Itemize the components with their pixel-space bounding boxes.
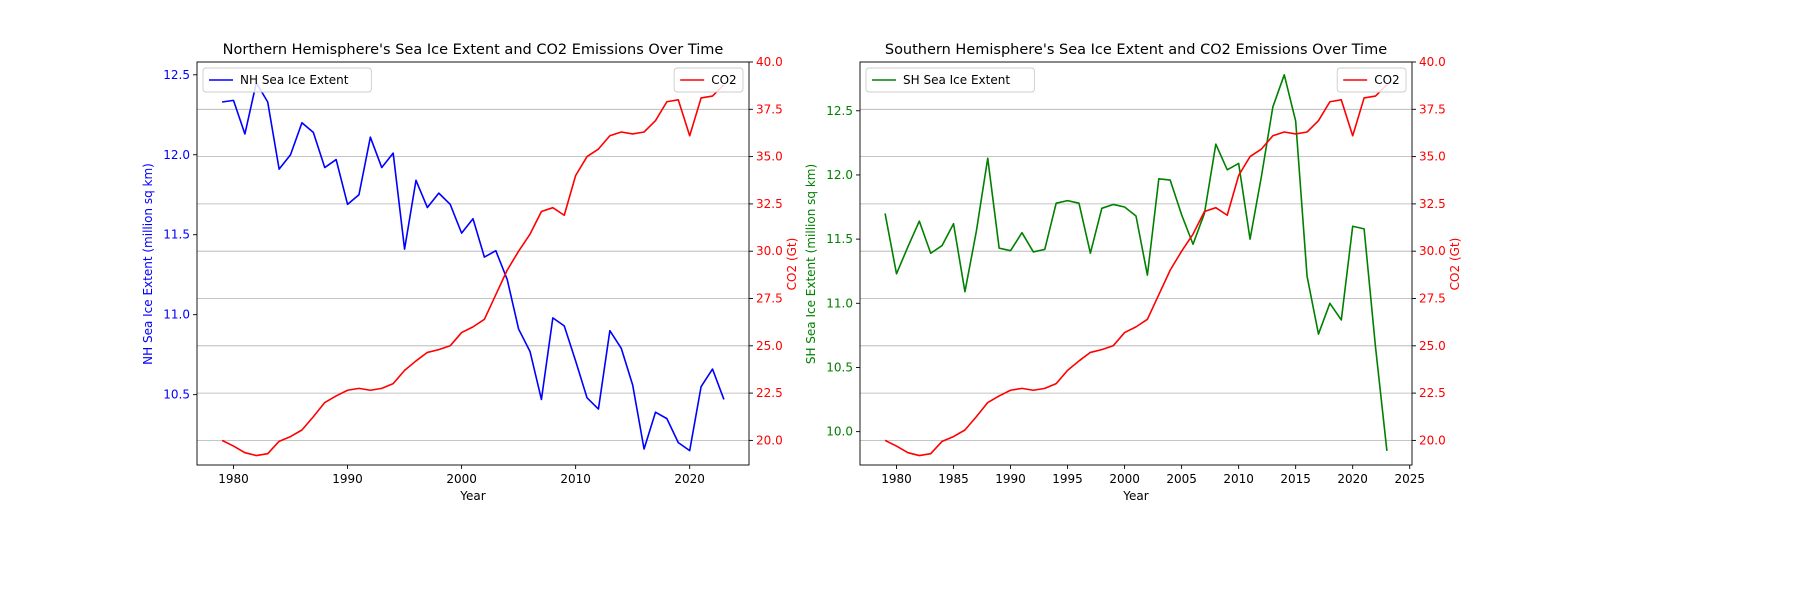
y-right-tick-label: 35.0: [1419, 150, 1446, 164]
series-line-sea-ice: [221, 81, 725, 452]
legend-box: [865, 67, 1035, 93]
y-right-tick-label: 27.5: [756, 292, 783, 306]
x-axis-label: Year: [459, 489, 485, 503]
y-right-tick-label: 25.0: [756, 339, 783, 353]
y-left-tick-label: 10.5: [163, 388, 190, 402]
y-right-axis-label: CO2 (Gt): [785, 238, 799, 291]
series-line-co2: [884, 84, 1388, 457]
y-right-tick-label: 37.5: [1419, 102, 1446, 116]
x-tick-label: 2020: [1337, 472, 1368, 486]
legend-left: SH Sea Ice Extent: [865, 67, 1035, 93]
y-left-tick-label: 11.5: [163, 228, 190, 242]
x-tick-label: 1980: [881, 472, 912, 486]
series-line-sea-ice: [884, 74, 1388, 451]
y-right-axis-label: CO2 (Gt): [1448, 238, 1462, 291]
legend-right: CO2: [1336, 67, 1407, 93]
y-right-tick-label: 20.0: [1419, 433, 1446, 447]
x-tick-label: 1995: [1052, 472, 1083, 486]
legend-box: [202, 67, 372, 93]
legend-box: [1336, 67, 1407, 93]
x-tick-label: 2020: [674, 472, 705, 486]
y-right-tick-label: 22.5: [1419, 386, 1446, 400]
x-tick-label: 2000: [1109, 472, 1140, 486]
y-right-tick-label: 37.5: [756, 102, 783, 116]
chart-panel-1: 1980 1990 2000 2010 2020 10.5 11.0 11.5 12.0 12.5…: [141, 42, 799, 503]
y-left-tick-label: 10.5: [826, 360, 853, 374]
y-left-tick-label: 11.5: [826, 232, 853, 246]
y-left-tick-label: 12.5: [163, 68, 190, 82]
y-right-tick-label: 32.5: [1419, 197, 1446, 211]
axes-frame: [196, 61, 750, 466]
y-left-axis-label: NH Sea Ice Extent (million sq km): [141, 163, 155, 365]
legend-label: CO2: [711, 73, 736, 87]
x-tick-label: 1985: [938, 472, 969, 486]
y-right-tick-label: 32.5: [756, 197, 783, 211]
y-left-axis-label: SH Sea Ice Extent (million sq km): [804, 164, 818, 364]
y-right-tick-label: 20.0: [756, 433, 783, 447]
y-left-tick-label: 12.0: [163, 148, 190, 162]
legend-label: SH Sea Ice Extent: [903, 73, 1010, 87]
chart-title: Southern Hemisphere's Sea Ice Extent and…: [885, 42, 1387, 58]
x-tick-label: 2025: [1394, 472, 1425, 486]
x-tick-label: 2000: [446, 472, 477, 486]
y-left-tick-label: 10.0: [826, 425, 853, 439]
x-tick-label: 2015: [1280, 472, 1311, 486]
series-line-co2: [221, 84, 725, 457]
y-right-tick-label: 30.0: [756, 244, 783, 258]
legend-label: CO2: [1374, 73, 1399, 87]
y-right-tick-label: 25.0: [1419, 339, 1446, 353]
y-left-tick-label: 12.0: [826, 168, 853, 182]
y-right-tick-label: 35.0: [756, 150, 783, 164]
legend-right: CO2: [673, 67, 744, 93]
chart-panel-2: 1980 1985 1990 1995 2000 2005 2010 2015 2020 2025…: [804, 42, 1462, 503]
x-tick-label: 1990: [995, 472, 1026, 486]
x-tick-label: 2010: [560, 472, 591, 486]
y-left-tick-label: 11.0: [826, 296, 853, 310]
legend-left: NH Sea Ice Extent: [202, 67, 372, 93]
y-right-tick-label: 30.0: [1419, 244, 1446, 258]
x-tick-label: 2005: [1166, 472, 1197, 486]
axes-frame: [859, 61, 1413, 466]
chart-title: Northern Hemisphere's Sea Ice Extent and…: [223, 42, 724, 58]
x-axis-label: Year: [1122, 489, 1148, 503]
x-tick-label: 1990: [332, 472, 363, 486]
y-right-tick-label: 40.0: [756, 55, 783, 69]
legend-box: [673, 67, 744, 93]
y-right-tick-label: 22.5: [756, 386, 783, 400]
x-tick-label: 2010: [1223, 472, 1254, 486]
y-left-tick-label: 11.0: [163, 308, 190, 322]
legend-label: NH Sea Ice Extent: [240, 73, 349, 87]
y-left-tick-label: 12.5: [826, 104, 853, 118]
y-right-tick-label: 40.0: [1419, 55, 1446, 69]
x-tick-label: 1980: [218, 472, 249, 486]
y-right-tick-label: 27.5: [1419, 292, 1446, 306]
